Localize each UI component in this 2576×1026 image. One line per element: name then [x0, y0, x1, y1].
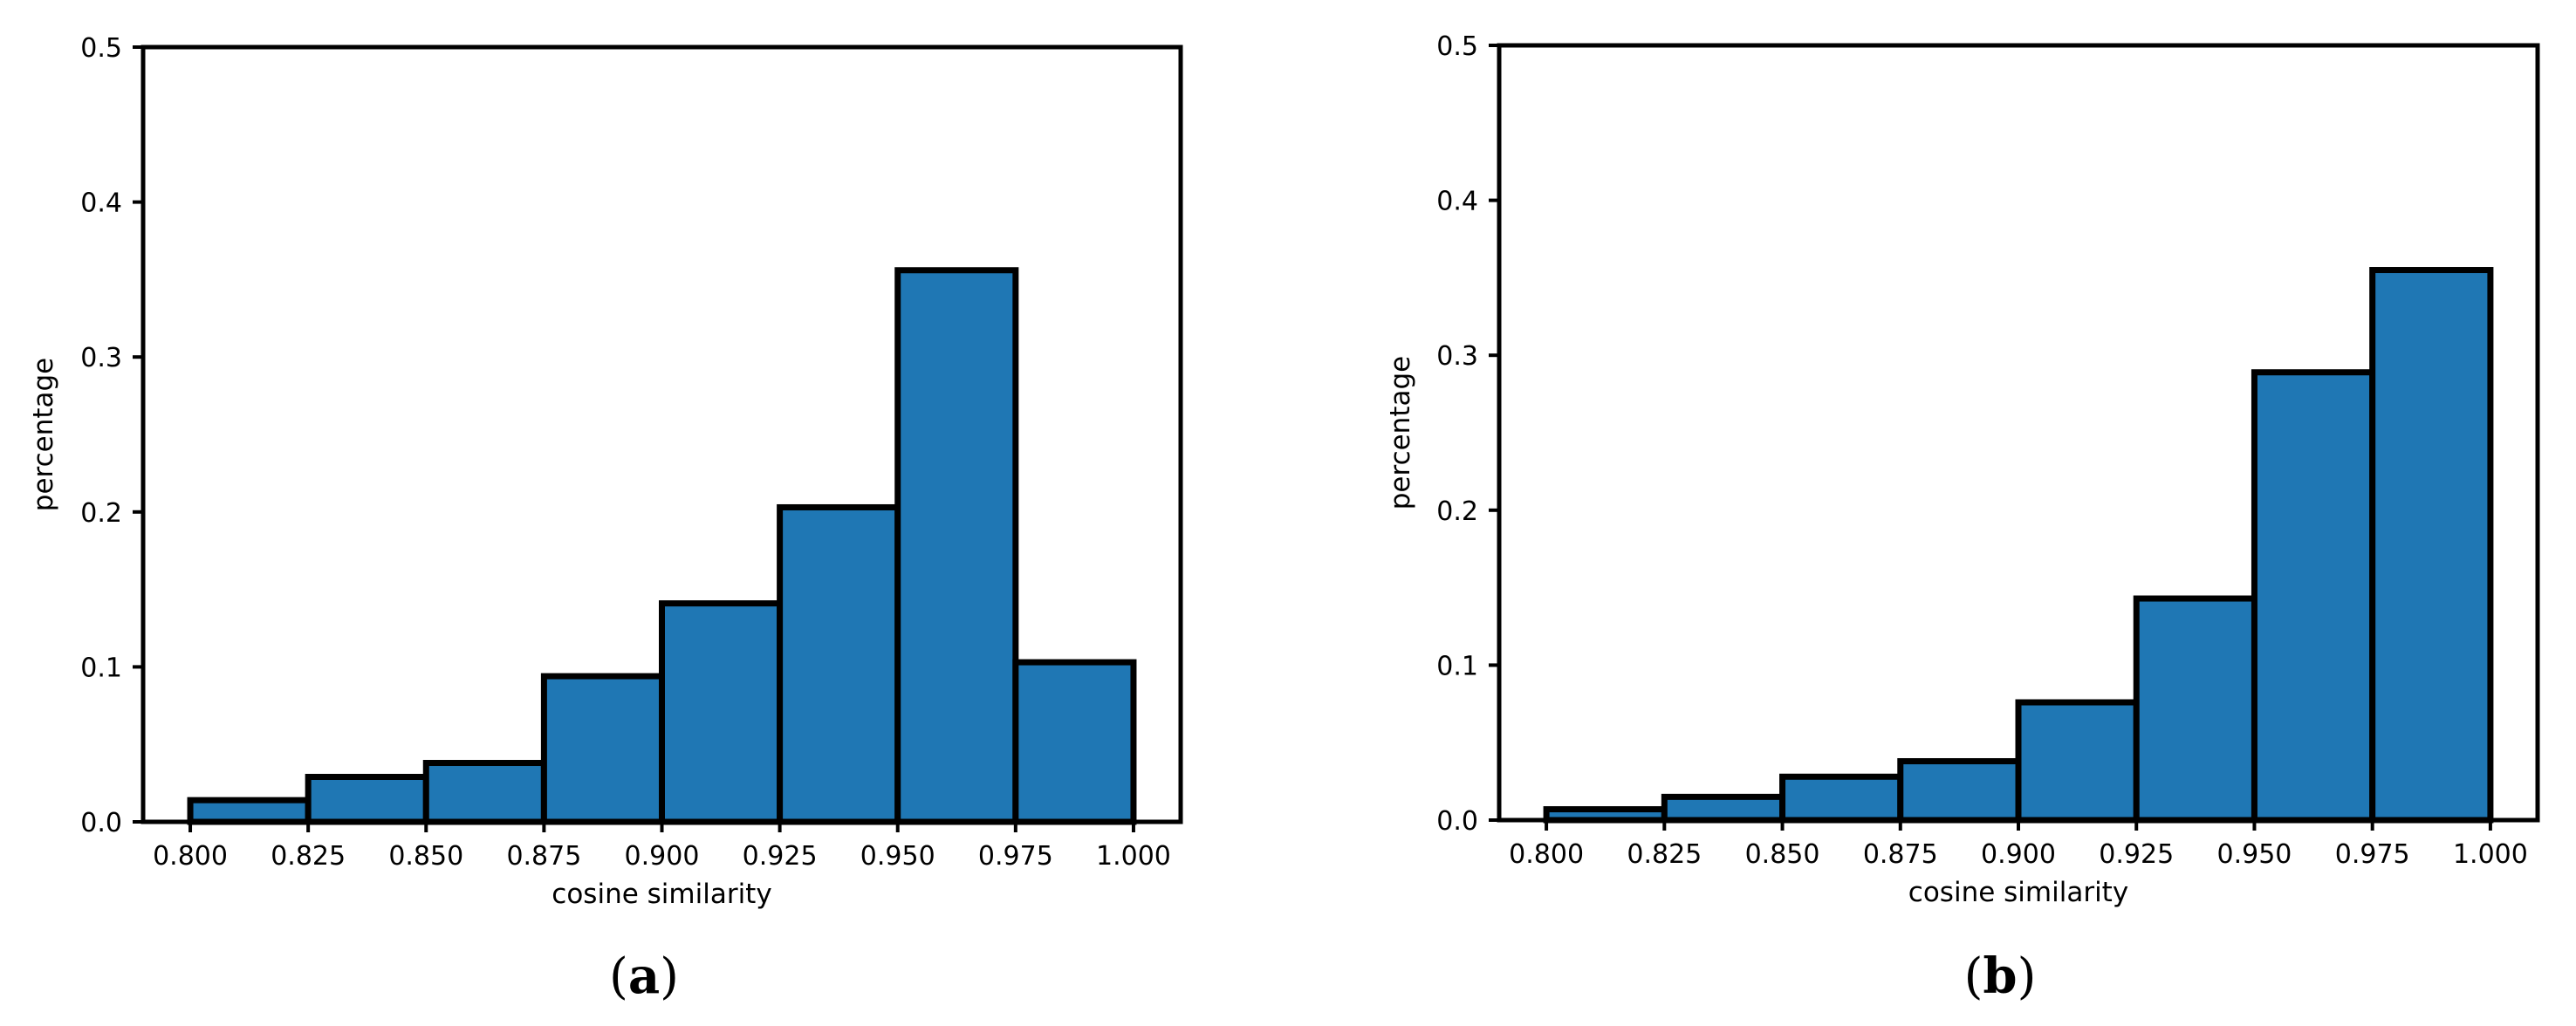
histogram-bar	[1779, 773, 1904, 824]
y-tick-label: 0.0	[80, 808, 122, 838]
y-tick-label: 0.4	[1436, 187, 1478, 217]
histogram-bar	[1897, 758, 2022, 824]
y-tick-label: 0.4	[80, 188, 122, 219]
histogram-bar	[1661, 793, 1786, 824]
x-tick-label: 1.000	[1096, 841, 1171, 872]
y-tick-label: 0.5	[80, 33, 122, 64]
x-tick-label: 1.000	[2453, 839, 2528, 870]
x-tick-label: 0.975	[2335, 839, 2410, 870]
x-tick-label: 0.825	[1627, 839, 1702, 870]
histogram-bar	[2015, 699, 2140, 824]
y-axis-label: percentage	[1385, 356, 1416, 510]
panel-label: (a)	[609, 947, 679, 1005]
x-tick-label: 0.800	[1509, 839, 1584, 870]
x-tick-label: 0.850	[388, 841, 463, 872]
histogram-bar	[2251, 369, 2376, 824]
y-tick-label: 0.2	[1436, 496, 1478, 527]
y-tick-label: 0.3	[1436, 341, 1478, 372]
histogram-bar	[2369, 267, 2494, 824]
x-tick-label: 0.850	[1745, 839, 1820, 870]
x-tick-label: 0.925	[2099, 839, 2174, 870]
x-tick-label: 0.950	[860, 841, 935, 872]
y-tick-label: 0.1	[80, 653, 122, 683]
bars	[187, 267, 1137, 825]
bars	[1543, 267, 2494, 824]
histogram-bar	[540, 673, 665, 825]
x-tick-label: 0.975	[978, 841, 1053, 872]
x-tick-label: 0.925	[743, 841, 818, 872]
panel-label: (b)	[1964, 947, 2037, 1005]
x-tick-label: 0.900	[1981, 839, 2056, 870]
x-tick-label: 0.900	[625, 841, 700, 872]
x-tick-label: 0.875	[506, 841, 581, 872]
chart-panel-b: 0.800 0.825 0.850 0.875 0.900 0.925 0.950 0.975…	[1385, 31, 2540, 1005]
x-tick-label: 0.950	[2217, 839, 2292, 870]
x-tick-label: 0.875	[1863, 839, 1938, 870]
x-axis-label: cosine similarity	[552, 879, 771, 910]
x-tick-label: 0.800	[153, 841, 228, 872]
histogram-bar	[305, 773, 429, 825]
histogram-bar	[659, 600, 784, 825]
histogram-bar	[422, 760, 547, 825]
x-axis-label: cosine similarity	[1908, 877, 2128, 908]
y-tick-label: 0.3	[80, 343, 122, 373]
histogram-bar	[777, 503, 901, 825]
y-tick-label: 0.1	[1436, 651, 1478, 681]
x-tick-label: 0.825	[271, 841, 346, 872]
y-tick-label: 0.5	[1436, 31, 1478, 62]
histogram-bar	[2133, 595, 2257, 824]
y-tick-label: 0.0	[1436, 806, 1478, 837]
histogram-bar	[1012, 659, 1137, 825]
y-axis-label: percentage	[28, 358, 59, 511]
histogram-bar	[894, 267, 1019, 825]
chart-panel-a: 0.800 0.825 0.850 0.875 0.900 0.925 0.950 0.975…	[28, 33, 1183, 1005]
y-tick-label: 0.2	[80, 498, 122, 529]
histogram-bar	[187, 797, 312, 825]
